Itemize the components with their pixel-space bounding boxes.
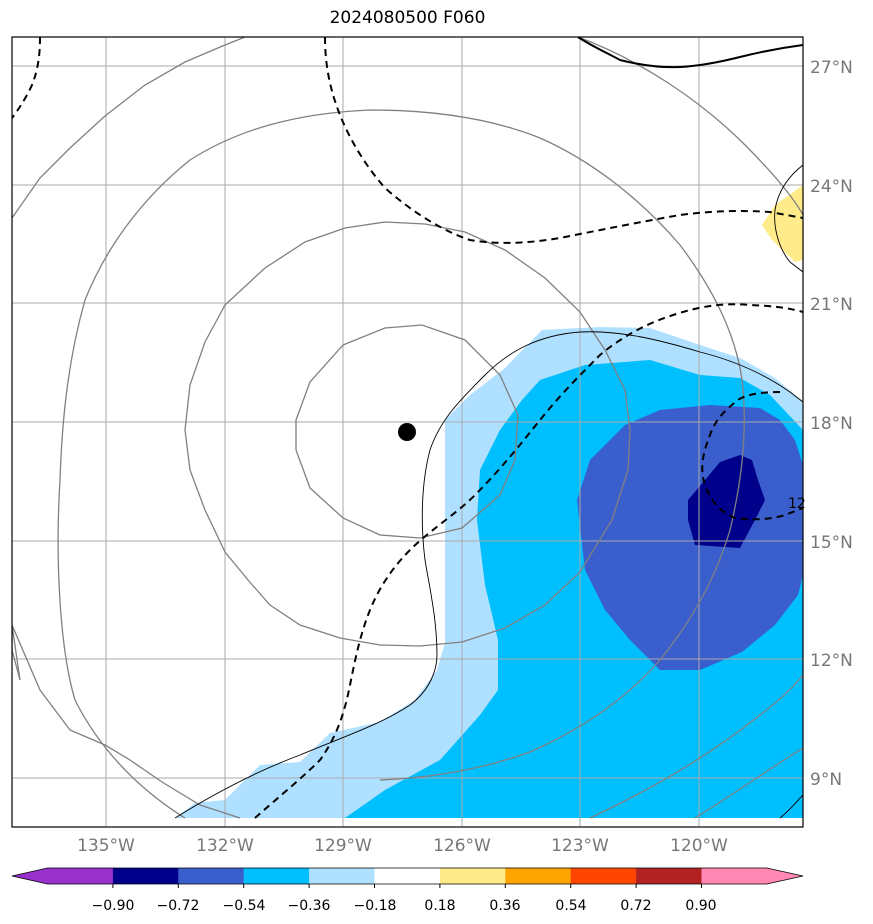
lon-label: 126°W	[433, 836, 491, 856]
lon-label: 132°W	[196, 836, 254, 856]
map-title: 2024080500 F060	[329, 8, 486, 28]
graticule	[12, 37, 803, 827]
lon-label: 135°W	[77, 836, 135, 856]
thin-outline-contour	[174, 164, 803, 819]
lat-label: 9°N	[810, 770, 842, 790]
map-plot-area	[12, 37, 803, 827]
colorbar-tick-label: −0.90	[92, 898, 135, 914]
colorbar-segment	[374, 868, 441, 884]
colorbar-tick-label: 0.36	[489, 898, 520, 914]
colorbar-segment	[243, 868, 310, 884]
colorbar-outline	[11, 867, 804, 885]
lon-label: 129°W	[314, 836, 372, 856]
lat-label: 21°N	[810, 295, 853, 315]
colorbar-tick-labels: −0.90 −0.72 −0.54 −0.36 −0.18 0.18 0.36 …	[92, 898, 717, 914]
colorbar-tick-label: 0.72	[620, 898, 651, 914]
colorbar-segment	[178, 868, 245, 884]
colorbar-segment	[636, 868, 702, 884]
dashed-contours	[12, 37, 803, 819]
lon-label: 120°W	[670, 836, 728, 856]
lat-label: 12°N	[810, 651, 853, 671]
lat-label: 15°N	[810, 533, 853, 553]
colorbar-tick-label: −0.54	[223, 898, 266, 914]
lat-label: 18°N	[810, 414, 853, 434]
contour-label: 12	[788, 496, 806, 512]
colorbar-tick-label: −0.72	[157, 898, 200, 914]
isobar-contours-outer	[57, 37, 803, 819]
colorbar-extend-high	[766, 868, 803, 884]
colorbar-tick-label: 0.90	[685, 898, 716, 914]
navy-anomaly-region	[688, 455, 765, 548]
colorbar	[11, 867, 804, 888]
colorbar-segment	[112, 868, 179, 884]
colorbar-segment	[570, 868, 637, 884]
lon-label: 123°W	[551, 836, 609, 856]
map-frame	[11, 36, 804, 828]
colorbar-segment	[439, 868, 506, 884]
colorbar-extend-low	[12, 868, 48, 884]
storm-center-marker	[398, 423, 416, 441]
colorbar-tick-label: −0.18	[354, 898, 397, 914]
yellow-anomaly-region	[762, 185, 803, 262]
colorbar-segment	[505, 868, 572, 884]
latitude-labels: 27°N 24°N 21°N 18°N 15°N 12°N 9°N	[810, 58, 853, 790]
colorbar-segment	[47, 868, 114, 884]
lat-label: 24°N	[810, 177, 853, 197]
colorbar-tick-label: −0.36	[288, 898, 331, 914]
solid-contour	[577, 37, 803, 69]
longitude-labels: 135°W 132°W 129°W 126°W 123°W 120°W	[77, 836, 728, 856]
lat-label: 27°N	[810, 58, 853, 78]
colorbar-tick-label: 0.54	[555, 898, 586, 914]
colorbar-segment	[309, 868, 375, 884]
isobar-contours	[12, 37, 631, 819]
colorbar-tick-label: 0.18	[424, 898, 455, 914]
colorbar-segment	[701, 868, 768, 884]
